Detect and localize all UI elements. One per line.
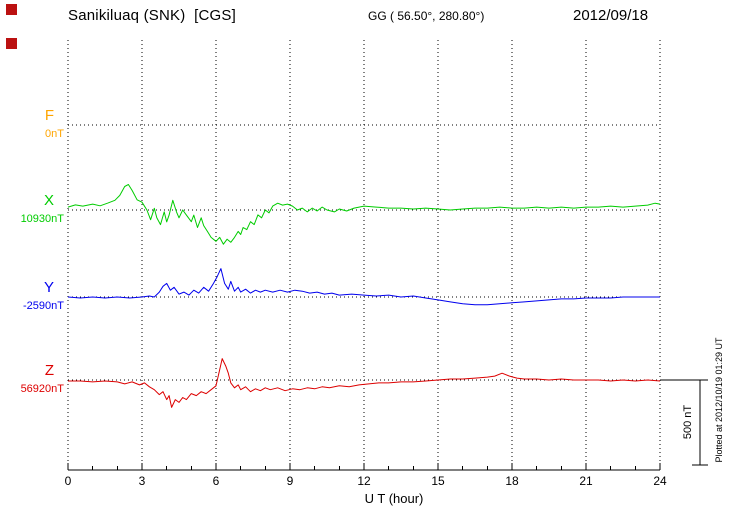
geographic-coords: GG ( 56.50°, 280.80°) xyxy=(368,9,485,23)
trace-Z xyxy=(68,358,661,408)
component-label-F: F xyxy=(44,107,54,124)
plotted-at-label: Plotted at 2012/10/19 01:29 UT xyxy=(714,337,724,463)
x-tick-label: 3 xyxy=(138,474,146,488)
component-baseline-X: 10930nT xyxy=(20,213,64,225)
corner-mark-bottom xyxy=(6,38,17,49)
component-label-Y: Y xyxy=(43,279,54,296)
component-baseline-F: 0nT xyxy=(45,128,64,140)
x-tick-label: 12 xyxy=(357,474,371,488)
station-title: Sanikiluaq (SNK) [CGS] xyxy=(68,7,236,24)
plot-date: 2012/09/18 xyxy=(573,7,649,24)
x-tick-label: 24 xyxy=(653,474,667,488)
x-tick-label: 18 xyxy=(505,474,519,488)
component-baseline-Y: -2590nT xyxy=(23,300,64,312)
x-tick-label: 21 xyxy=(579,474,593,488)
x-tick-label: 6 xyxy=(212,474,220,488)
x-axis-label: U T (hour) xyxy=(364,491,424,506)
corner-mark-top xyxy=(6,4,17,15)
component-label-X: X xyxy=(43,192,54,209)
trace-X xyxy=(67,184,661,245)
x-tick-label: 0 xyxy=(64,474,72,488)
x-tick-label: 15 xyxy=(431,474,445,488)
trace-Y xyxy=(67,268,660,306)
x-tick-label: 9 xyxy=(286,474,294,488)
component-baseline-Z: 56920nT xyxy=(20,383,64,395)
scale-bar-label: 500 nT xyxy=(682,404,694,440)
component-label-Z: Z xyxy=(44,362,54,379)
